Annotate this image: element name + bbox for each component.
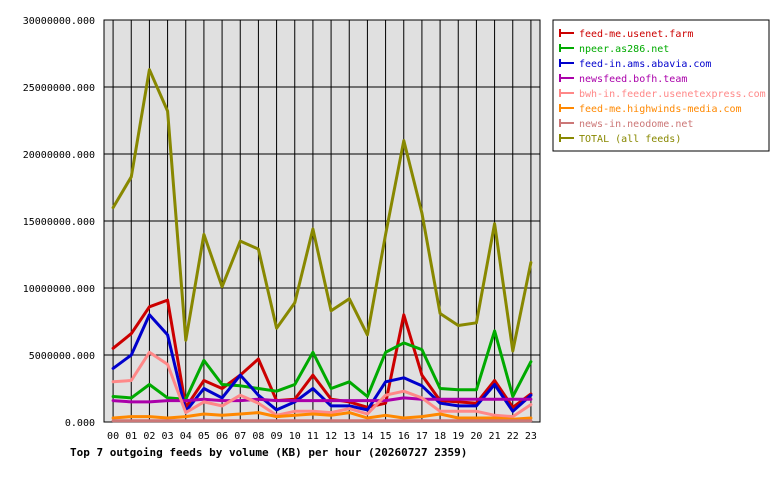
x-tick-label: 22 [507, 431, 519, 442]
x-tick-label: 13 [343, 431, 355, 442]
series-lines [111, 68, 533, 423]
x-tick-label: 23 [525, 431, 537, 442]
x-tick-label: 15 [380, 431, 392, 442]
series-line-0 [111, 298, 533, 409]
y-tick-label: 10000000.000 [23, 284, 95, 295]
x-tick-label: 12 [325, 431, 337, 442]
series-line-5 [111, 411, 533, 421]
x-tick-label: 11 [307, 431, 319, 442]
series-line-7 [111, 68, 533, 353]
y-tick-label: 25000000.000 [23, 83, 95, 94]
legend: feed-me.usenet.farm npeer.as286.net feed-i… [552, 19, 770, 152]
x-tick-label: 02 [143, 431, 155, 442]
y-axis-ticks: 0.000 5000000.000 10000000.000 15000000.000… [23, 16, 95, 429]
legend-label: feed-in.ams.abavia.com [579, 59, 711, 70]
y-tick-label: 15000000.000 [23, 217, 95, 228]
series-line-2 [111, 313, 533, 413]
legend-label: newsfeed.bofh.team [579, 74, 687, 85]
legend-label: news-in.neodome.net [579, 119, 693, 130]
legend-label: feed-me.usenet.farm [579, 29, 693, 40]
x-tick-label: 16 [398, 431, 410, 442]
x-tick-label: 01 [125, 431, 137, 442]
x-tick-label: 21 [489, 431, 501, 442]
x-tick-label: 06 [216, 431, 228, 442]
x-tick-label: 04 [180, 431, 192, 442]
x-tick-label: 00 [107, 431, 119, 442]
legend-box [552, 19, 770, 152]
x-tick-label: 17 [416, 431, 428, 442]
x-tick-label: 05 [198, 431, 210, 442]
legend-label: TOTAL (all feeds) [579, 134, 681, 145]
legend-label: feed-me.highwinds-media.com [579, 104, 742, 115]
x-tick-label: 09 [271, 431, 283, 442]
chart-title: Top 7 outgoing feeds by volume (KB) per … [70, 446, 467, 459]
x-tick-label: 18 [434, 431, 446, 442]
y-tick-label: 0.000 [65, 418, 95, 429]
x-tick-label: 19 [452, 431, 464, 442]
x-axis-ticks: 00 01 02 03 04 05 06 07 08 09 10 11 12 13 14 15 16 17 18 19… [107, 431, 537, 442]
x-tick-label: 03 [162, 431, 174, 442]
x-tick-label: 07 [234, 431, 246, 442]
x-tick-label: 08 [252, 431, 264, 442]
legend-label: npeer.as286.net [579, 44, 669, 55]
x-tick-label: 10 [289, 431, 301, 442]
x-tick-label: 20 [470, 431, 482, 442]
x-tick-label: 14 [361, 431, 373, 442]
y-tick-label: 30000000.000 [23, 16, 95, 27]
legend-label: bwh-in.feeder.usenetexpress.com [579, 89, 766, 100]
series-line-4 [111, 350, 533, 419]
y-tick-label: 20000000.000 [23, 150, 95, 161]
y-tick-label: 5000000.000 [29, 351, 95, 362]
